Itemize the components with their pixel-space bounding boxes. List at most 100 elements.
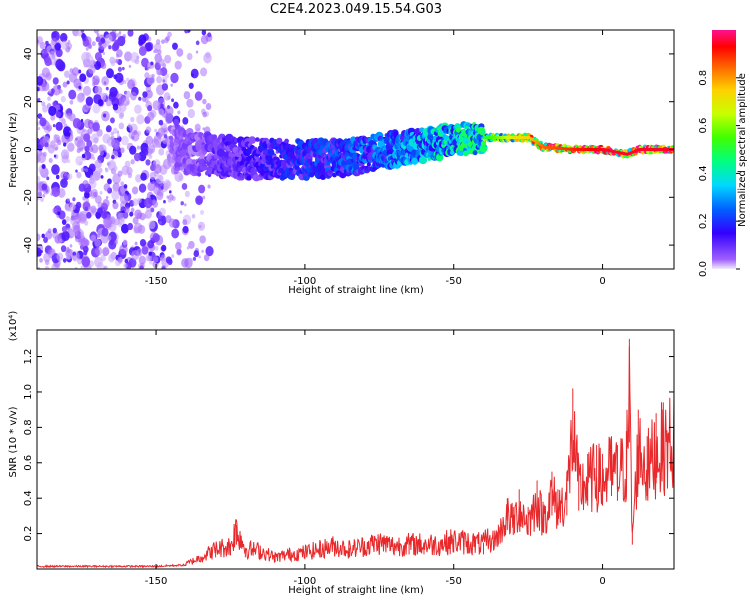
spectrogram-speckle xyxy=(44,57,52,67)
spectrogram-speckle xyxy=(93,61,96,65)
spectrogram-speckle xyxy=(91,41,96,47)
spectrogram-speckle xyxy=(142,91,148,98)
spectrogram-speckle xyxy=(105,86,109,91)
spectrogram-speckle xyxy=(123,184,128,189)
spectrogram-speckle xyxy=(72,30,79,37)
spectrogram-y-ticks: -40 -20 0 20 40 xyxy=(23,48,674,253)
spectrogram-speckle xyxy=(69,203,76,211)
spectrogram-speckle xyxy=(84,168,89,173)
spectrogram-ridge-core xyxy=(517,136,520,140)
spectrogram-speckle xyxy=(44,259,50,266)
spectrogram-speckle xyxy=(49,249,55,256)
spectrogram-ridge-core xyxy=(565,147,568,151)
spectrogram-ridge-core xyxy=(603,148,606,152)
spectrogram-speckle xyxy=(194,91,203,101)
spectrogram-speckle xyxy=(117,32,121,38)
spectrogram-speckle xyxy=(110,135,115,141)
spectrogram-speckle xyxy=(59,32,68,43)
spectrogram-speckle xyxy=(150,61,154,66)
spectrogram-ridge-cell xyxy=(326,161,331,166)
spectrogram-speckle xyxy=(88,163,96,173)
spectrogram-ridge-core xyxy=(542,145,545,149)
spectrogram-speckle xyxy=(68,72,78,83)
snr-y-scale-label: (x10⁴) xyxy=(8,311,19,342)
spectrogram-speckle xyxy=(115,72,124,84)
spectrogram-ridge-core xyxy=(638,148,642,151)
spectrogram-speckle xyxy=(47,228,52,234)
spectrogram-speckle xyxy=(172,42,178,50)
spectrogram-ridge-core xyxy=(594,148,597,151)
spectrogram-speckle xyxy=(182,225,189,234)
spectrogram-speckle xyxy=(120,181,125,187)
spectrogram-ridge-core xyxy=(528,136,531,140)
spectrogram-speckle xyxy=(55,111,61,118)
spectrogram-speckle xyxy=(65,216,70,222)
spectrogram-speckle xyxy=(134,241,138,246)
spectrogram-ridge-core xyxy=(606,148,609,152)
spectrogram-speckle xyxy=(37,247,42,257)
spectrogram-x-ticks: -150 -100 -50 0 xyxy=(145,30,606,287)
spectrogram-ridge-core xyxy=(567,147,570,151)
spectrogram-speckle xyxy=(43,236,48,243)
spectrogram-ridge-core xyxy=(537,141,540,145)
spectrogram-speckle xyxy=(114,239,118,245)
spectrogram-speckle xyxy=(132,216,139,225)
spectrogram-speckle xyxy=(136,114,145,125)
spectrogram-speckle xyxy=(84,191,90,199)
spectrogram-speckle xyxy=(75,201,82,209)
spectrogram-speckle xyxy=(94,195,102,204)
spectrogram-speckle xyxy=(171,98,175,103)
spectrogram-speckle xyxy=(145,254,151,262)
spectrogram-ridge-core xyxy=(658,148,661,151)
spectrogram-speckle xyxy=(102,198,110,208)
spectrogram-speckle xyxy=(97,99,104,107)
spectrogram-speckle xyxy=(120,206,125,212)
spectrogram-speckle xyxy=(88,64,96,74)
spectrogram-speckle xyxy=(113,165,118,172)
spectrogram-speckle xyxy=(77,30,82,37)
spectrogram-speckle xyxy=(40,197,44,203)
spectrogram-speckle xyxy=(153,232,157,236)
spectrogram-speckle xyxy=(37,76,44,86)
spectrogram-speckle xyxy=(167,196,173,203)
y-tick-label: -40 xyxy=(23,237,34,253)
spectrogram-ridge-core xyxy=(619,151,622,155)
spectrogram-ridge-core xyxy=(504,136,508,140)
spectrogram-ridge-core xyxy=(667,148,670,151)
spectrogram-speckle xyxy=(55,137,60,142)
spectrogram-speckle xyxy=(88,44,93,50)
spectrogram-speckle xyxy=(92,103,101,114)
spectrogram-speckle xyxy=(153,134,162,145)
spectrogram-marks xyxy=(37,30,674,269)
spectrogram-speckle xyxy=(94,85,102,95)
spectrogram-speckle xyxy=(53,154,57,158)
spectrogram-speckle xyxy=(151,73,155,78)
spectrogram-speckle xyxy=(39,117,47,127)
spectrogram-speckle xyxy=(37,175,41,182)
colorbar-tick-label: 0.8 xyxy=(698,70,709,86)
y-tick-label: 1.0 xyxy=(23,384,34,400)
spectrogram-speckle xyxy=(37,97,41,102)
spectrogram-speckle xyxy=(155,174,164,185)
spectrogram-speckle xyxy=(124,206,130,214)
spectrogram-speckle xyxy=(197,221,206,231)
spectrogram-speckle xyxy=(201,249,204,253)
spectrogram-ridge-cell xyxy=(366,162,371,167)
spectrogram-speckle xyxy=(116,133,121,138)
spectrogram-speckle xyxy=(77,258,83,265)
spectrogram-ridge-cell xyxy=(255,137,260,142)
spectrogram-speckle xyxy=(132,198,139,206)
spectrogram-ridge-core xyxy=(579,148,583,151)
spectrogram-speckle xyxy=(184,30,189,34)
spectrogram-speckle xyxy=(164,179,171,188)
snr-line xyxy=(37,346,674,569)
spectrogram-ridge-cell xyxy=(480,140,487,147)
spectrogram-speckle xyxy=(80,118,84,122)
y-tick-label: 0 xyxy=(23,146,34,152)
spectrogram-speckle xyxy=(105,196,109,200)
spectrogram-speckle xyxy=(41,81,50,92)
spectrogram-ridge-core xyxy=(576,148,579,151)
colorbar-ticks: 0.0 0.2 0.4 0.6 0.8 xyxy=(698,70,740,277)
spectrogram-ridge-cell xyxy=(228,169,233,173)
spectrogram-speckle xyxy=(201,30,207,36)
